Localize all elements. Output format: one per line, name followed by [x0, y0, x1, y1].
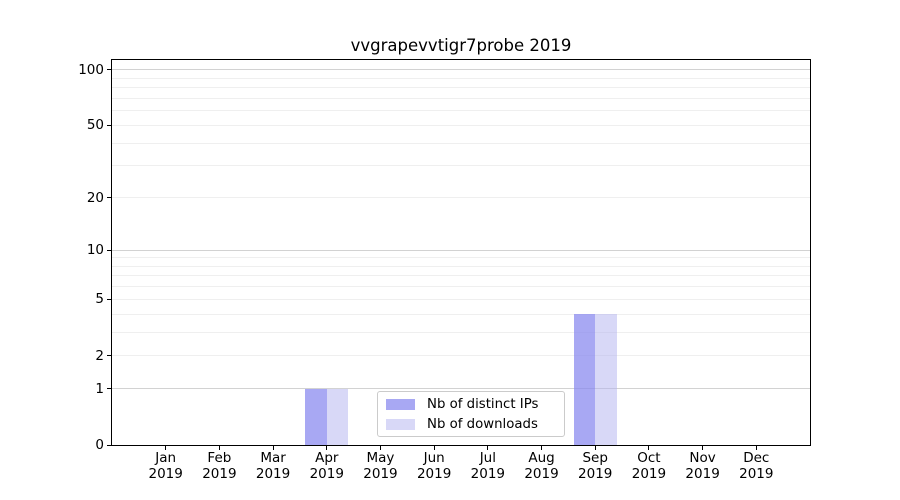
x-tick-may — [379, 446, 381, 450]
y-tick-label-20: 20 — [86, 189, 104, 206]
x-tick-label-oct: Oct 2019 — [621, 450, 677, 482]
x-tick-label-dec: Dec 2019 — [728, 450, 784, 482]
x-tick-mar — [272, 446, 274, 450]
x-tick-year: 2019 — [255, 466, 291, 482]
x-tick-label-feb: Feb 2019 — [191, 450, 247, 482]
x-tick-month: Jul — [479, 450, 496, 466]
y-tick-100 — [107, 69, 111, 71]
plot-inner: Nb of distinct IPs Nb of downloads — [112, 60, 810, 445]
y-tick-label-2: 2 — [95, 347, 104, 364]
x-tick-month: Nov — [689, 450, 716, 466]
x-tick-year: 2019 — [202, 466, 237, 482]
y-tick-10 — [107, 249, 111, 251]
x-tick-label-apr: Apr 2019 — [299, 450, 355, 482]
x-tick-year: 2019 — [524, 466, 559, 482]
y-tick-1 — [107, 388, 111, 390]
gridline-y-80 — [112, 87, 810, 89]
gridline-y-20 — [112, 197, 810, 198]
y-tick-label-1: 1 — [95, 380, 104, 397]
gridline-y-4 — [112, 313, 810, 315]
y-tick-label-5: 5 — [95, 291, 104, 308]
x-tick-year: 2019 — [363, 466, 398, 482]
gridline-y-6 — [112, 286, 810, 288]
gridline-y-3 — [112, 331, 810, 333]
x-tick-year: 2019 — [631, 466, 667, 482]
legend-item-downloads: Nb of downloads — [386, 417, 564, 432]
x-tick-label-jun: Jun 2019 — [406, 450, 462, 482]
y-tick-label-50: 50 — [86, 117, 104, 134]
y-tick-label-0: 0 — [95, 437, 104, 453]
x-tick-month: Jan — [155, 450, 177, 466]
y-tick-20 — [107, 197, 111, 198]
y-tick-0 — [107, 444, 111, 446]
x-tick-year: 2019 — [578, 466, 613, 482]
gridline-y-10 — [112, 249, 810, 251]
x-tick-month: Dec — [743, 450, 770, 466]
gridline-y-100 — [112, 69, 810, 71]
x-tick-month: Feb — [207, 450, 232, 466]
legend-label-distinct-ips: Nb of distinct IPs — [427, 396, 539, 412]
y-tick-5 — [107, 298, 111, 300]
bar-nb-of-distinct-ips-apr — [305, 388, 327, 445]
gridline-y-40 — [112, 142, 810, 144]
x-tick-sep — [594, 446, 596, 450]
bar-nb-of-downloads-apr — [326, 388, 349, 445]
chart-title: vvgrapevvtigr7probe 2019 — [350, 36, 572, 55]
x-tick-month: Mar — [260, 450, 286, 466]
x-tick-year: 2019 — [685, 466, 720, 482]
y-tick-50 — [107, 124, 111, 126]
gridline-y-5 — [112, 298, 810, 300]
x-tick-jun — [433, 446, 435, 450]
x-tick-label-sep: Sep 2019 — [567, 450, 623, 482]
x-tick-oct — [648, 446, 650, 450]
x-tick-nov — [702, 446, 704, 450]
legend-label-downloads: Nb of downloads — [427, 416, 538, 432]
x-tick-year: 2019 — [309, 466, 344, 482]
gridline-y-7 — [112, 275, 810, 277]
x-tick-month: Jun — [423, 450, 445, 466]
gridline-y-1 — [112, 388, 810, 390]
x-tick-feb — [218, 446, 220, 450]
x-tick-month: Sep — [582, 450, 608, 466]
y-tick-label-10: 10 — [86, 242, 104, 259]
gridline-y-50 — [112, 124, 810, 126]
x-tick-aug — [541, 446, 543, 450]
y-tick-2 — [107, 355, 111, 357]
x-tick-year: 2019 — [416, 466, 452, 482]
bar-nb-of-downloads-sep — [595, 314, 617, 445]
gridline-y-90 — [112, 77, 810, 79]
gridline-y-70 — [112, 97, 810, 99]
bar-nb-of-distinct-ips-sep — [573, 314, 596, 445]
gridline-y-9 — [112, 257, 810, 259]
x-tick-label-aug: Aug 2019 — [514, 450, 570, 482]
x-tick-label-mar: Mar 2019 — [245, 450, 301, 482]
x-tick-month: May — [366, 450, 395, 466]
x-tick-jul — [487, 446, 489, 450]
gridline-y-8 — [112, 265, 810, 267]
x-tick-label-may: May 2019 — [352, 450, 408, 482]
gridline-y-2 — [112, 355, 810, 357]
gridline-y-30 — [112, 165, 810, 167]
x-tick-month: Aug — [528, 450, 555, 466]
x-tick-year: 2019 — [470, 466, 506, 482]
legend: Nb of distinct IPs Nb of downloads — [377, 391, 565, 437]
y-tick-label-100: 100 — [78, 61, 104, 78]
x-tick-year: 2019 — [739, 466, 774, 482]
x-tick-month: Oct — [637, 450, 661, 466]
legend-swatch-downloads — [386, 418, 415, 430]
x-tick-dec — [755, 446, 757, 450]
x-tick-month: Apr — [315, 450, 339, 466]
x-tick-year: 2019 — [148, 466, 183, 482]
legend-swatch-distinct-ips — [386, 398, 415, 410]
x-tick-label-nov: Nov 2019 — [675, 450, 731, 482]
x-tick-jan — [165, 446, 167, 450]
x-tick-apr — [326, 446, 328, 450]
gridline-y-60 — [112, 110, 810, 112]
x-tick-label-jul: Jul 2019 — [460, 450, 516, 482]
plot-area: Nb of distinct IPs Nb of downloads — [111, 59, 811, 446]
legend-item-distinct-ips: Nb of distinct IPs — [386, 397, 564, 412]
x-tick-label-jan: Jan 2019 — [138, 450, 194, 482]
